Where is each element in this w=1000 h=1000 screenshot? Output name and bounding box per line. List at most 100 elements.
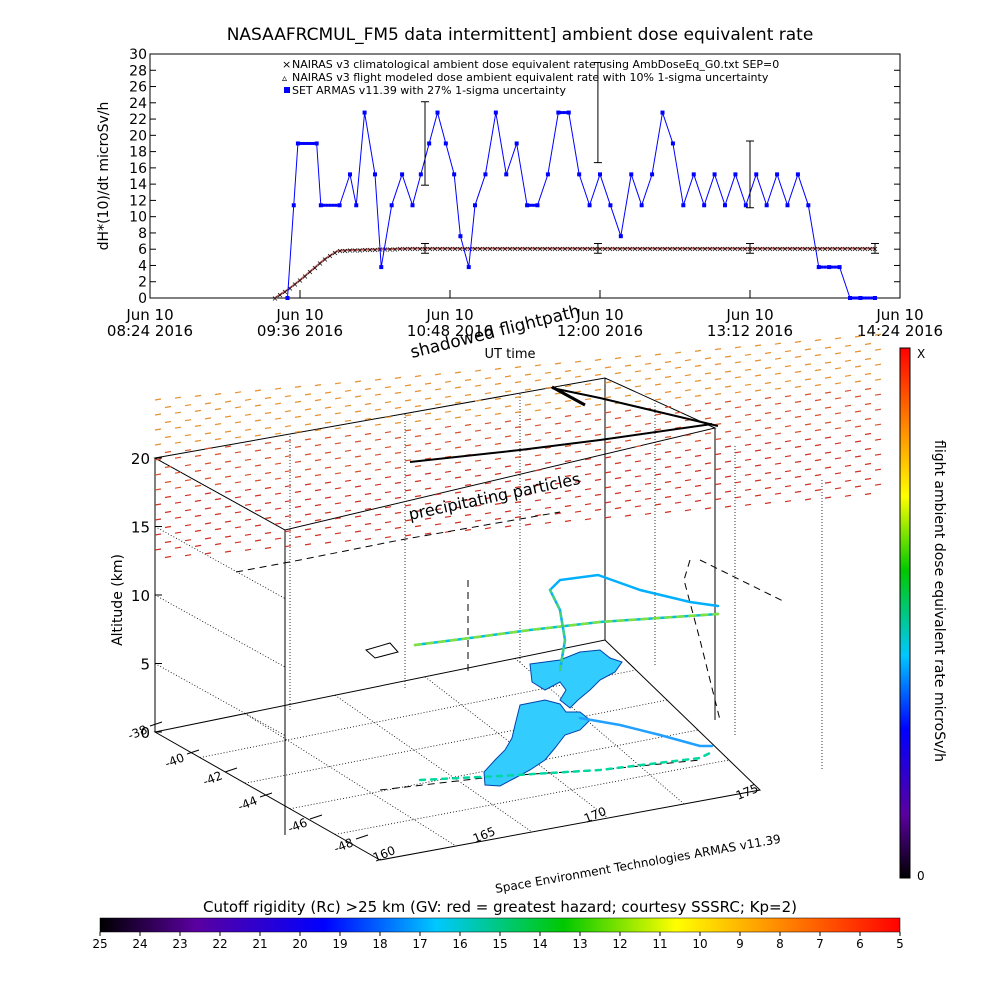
particle-dash xyxy=(354,485,362,488)
particle-dash xyxy=(374,498,382,501)
data-point-armas xyxy=(410,203,415,208)
particle-dash xyxy=(874,348,882,351)
cutoff-tick-label: 19 xyxy=(332,937,347,951)
particle-dash xyxy=(594,403,602,406)
data-point-armas xyxy=(566,110,571,115)
flightpath xyxy=(413,573,720,782)
data-point-armas xyxy=(314,141,319,146)
particle-dash xyxy=(824,361,832,364)
particle-dash xyxy=(224,505,232,508)
particle-dash xyxy=(224,475,232,478)
data-point-armas xyxy=(545,172,550,177)
particle-dash xyxy=(804,348,812,351)
data-point-armas xyxy=(837,265,842,270)
particle-dash xyxy=(294,490,302,493)
particle-dash xyxy=(834,397,842,400)
particle-dash xyxy=(424,397,432,400)
particle-dash xyxy=(514,426,522,429)
data-point-armas xyxy=(743,203,748,208)
particle-dash xyxy=(514,471,522,474)
cutoff-rigidity-bar: Cutoff rigidity (Rc) >25 km (GV: red = g… xyxy=(92,898,903,951)
particle-dash xyxy=(234,541,242,544)
particle-dash xyxy=(404,519,412,522)
x-tick-label: Jun 10 xyxy=(875,306,923,324)
data-point-x: × xyxy=(317,259,324,268)
particle-dash xyxy=(764,486,772,490)
data-point-armas xyxy=(639,203,644,208)
particle-dash xyxy=(434,433,442,436)
data-point-armas xyxy=(608,203,613,208)
particle-dash xyxy=(434,418,442,421)
particle-dash xyxy=(814,384,822,387)
particle-dash xyxy=(524,418,532,421)
particle-dash xyxy=(864,372,872,376)
particle-dash xyxy=(464,408,472,412)
data-point-armas xyxy=(535,203,540,208)
particle-dash xyxy=(804,438,812,441)
particle-dash xyxy=(344,389,352,392)
particle-dash xyxy=(244,473,252,476)
data-point-armas xyxy=(861,296,865,300)
particle-dash xyxy=(264,531,272,535)
particle-dash xyxy=(294,415,302,418)
particle-dash xyxy=(584,488,592,491)
particle-dash xyxy=(224,400,232,403)
particle-dash xyxy=(204,552,212,555)
particle-dash xyxy=(564,399,572,403)
particle-dash xyxy=(244,458,252,461)
particle-dash xyxy=(584,368,592,371)
particle-dash xyxy=(374,378,382,381)
particle-dash xyxy=(704,372,712,375)
particle-dash xyxy=(674,366,682,369)
data-point-armas xyxy=(848,296,852,300)
particle-dash xyxy=(754,389,762,392)
particle-dash xyxy=(834,412,842,415)
particle-dash xyxy=(224,430,232,433)
data-point-armas xyxy=(302,141,306,145)
data-point-armas xyxy=(587,203,592,208)
data-point-x: × xyxy=(772,244,779,253)
particle-dash xyxy=(434,388,442,391)
data-point-x: × xyxy=(572,244,579,253)
particle-dash xyxy=(684,374,692,377)
particle-dash xyxy=(764,456,772,460)
particle-dash xyxy=(824,451,832,454)
data-point-armas xyxy=(775,172,780,177)
data-point-x: × xyxy=(762,244,769,253)
particle-dash xyxy=(604,396,612,399)
data-point-x: × xyxy=(662,244,669,253)
cutoff-tick-label: 7 xyxy=(816,937,824,951)
y-tick-label: 26 xyxy=(129,80,147,96)
particle-dash xyxy=(634,505,642,508)
particle-dash xyxy=(324,541,332,544)
particle-dash xyxy=(604,381,612,384)
particle-dash xyxy=(584,428,592,431)
particle-dash xyxy=(604,441,612,444)
data-point-x: × xyxy=(517,244,524,253)
data-point-x: × xyxy=(677,244,684,253)
particle-dash xyxy=(564,489,572,493)
particle-dash xyxy=(564,459,572,463)
particle-dash xyxy=(244,518,252,521)
particle-dash xyxy=(504,480,512,483)
particle-dash xyxy=(774,372,782,375)
data-point-armas xyxy=(785,203,790,208)
particle-dash xyxy=(744,473,752,476)
particle-dash xyxy=(664,480,672,484)
particle-dash xyxy=(574,420,582,423)
cutoff-tick-label: 6 xyxy=(856,937,864,951)
data-point-x: × xyxy=(387,245,394,254)
particle-dash xyxy=(294,445,302,448)
particle-dash xyxy=(474,369,482,372)
particle-dash xyxy=(684,464,692,467)
z-tick-label: 15 xyxy=(131,519,150,537)
particle-dash xyxy=(504,495,512,498)
particle-dash xyxy=(514,501,522,504)
data-point-x: × xyxy=(582,244,589,253)
lon-tick-label: 170 xyxy=(582,804,608,826)
particle-dash xyxy=(804,483,812,486)
particle-dash xyxy=(754,434,762,437)
particle-dash xyxy=(564,444,572,448)
data-point-x: × xyxy=(402,245,409,254)
